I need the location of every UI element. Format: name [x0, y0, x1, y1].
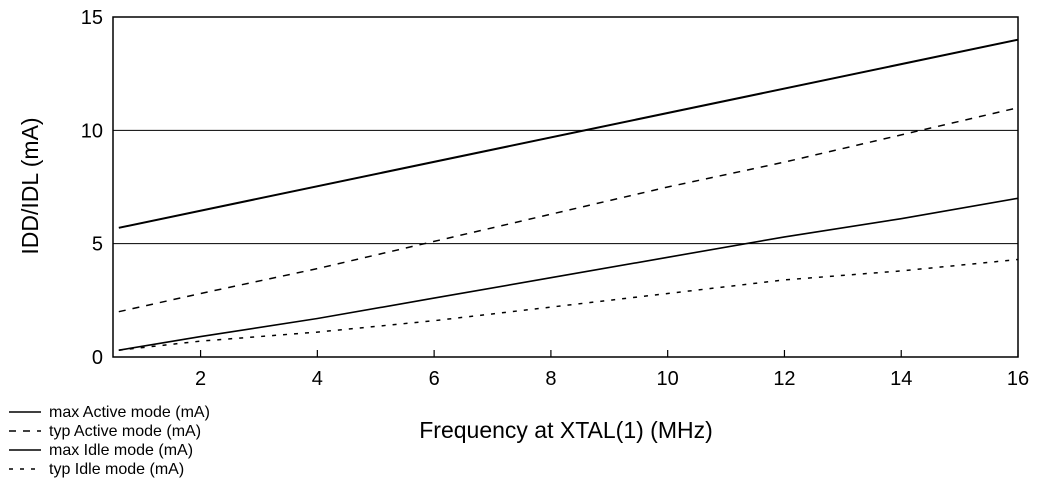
x-tick-label: 10 [657, 368, 679, 390]
x-tick-label: 16 [1007, 368, 1029, 390]
x-tick-label: 2 [195, 368, 206, 390]
series-line-4 [118, 258, 1019, 351]
gridlines [113, 129, 1018, 245]
legend-label: typ Idle mode (mA) [49, 461, 184, 478]
legend-label: typ Active mode (mA) [49, 423, 201, 440]
series-lines [118, 38, 1019, 351]
plot-frame [112, 16, 1019, 358]
y-tick-label: 15 [81, 7, 103, 29]
x-tick-label: 14 [890, 368, 912, 390]
legend-label: max Idle mode (mA) [49, 442, 193, 459]
tick-labels: 2 4 6 8 10 12 14 16 0 5 10 15 [81, 7, 1029, 390]
x-tick-label: 6 [429, 368, 440, 390]
series-line-3 [118, 197, 1019, 351]
y-axis-title: IDD/IDL (mA) [17, 117, 43, 254]
x-tick-label: 4 [312, 368, 323, 390]
legend-label: max Active mode (mA) [49, 404, 210, 421]
y-tick-label: 10 [81, 120, 103, 142]
y-tick-label: 0 [92, 347, 103, 369]
x-tick-label: 8 [545, 368, 556, 390]
y-tick-label: 5 [92, 234, 103, 256]
series-line-2 [118, 106, 1019, 313]
axes [112, 16, 1019, 358]
x-tick-label: 12 [773, 368, 795, 390]
legend: max Active mode (mA) typ Active mode (mA)… [9, 404, 210, 478]
x-axis-title: Frequency at XTAL(1) (MHz) [419, 417, 713, 443]
series-line-1 [118, 38, 1019, 229]
